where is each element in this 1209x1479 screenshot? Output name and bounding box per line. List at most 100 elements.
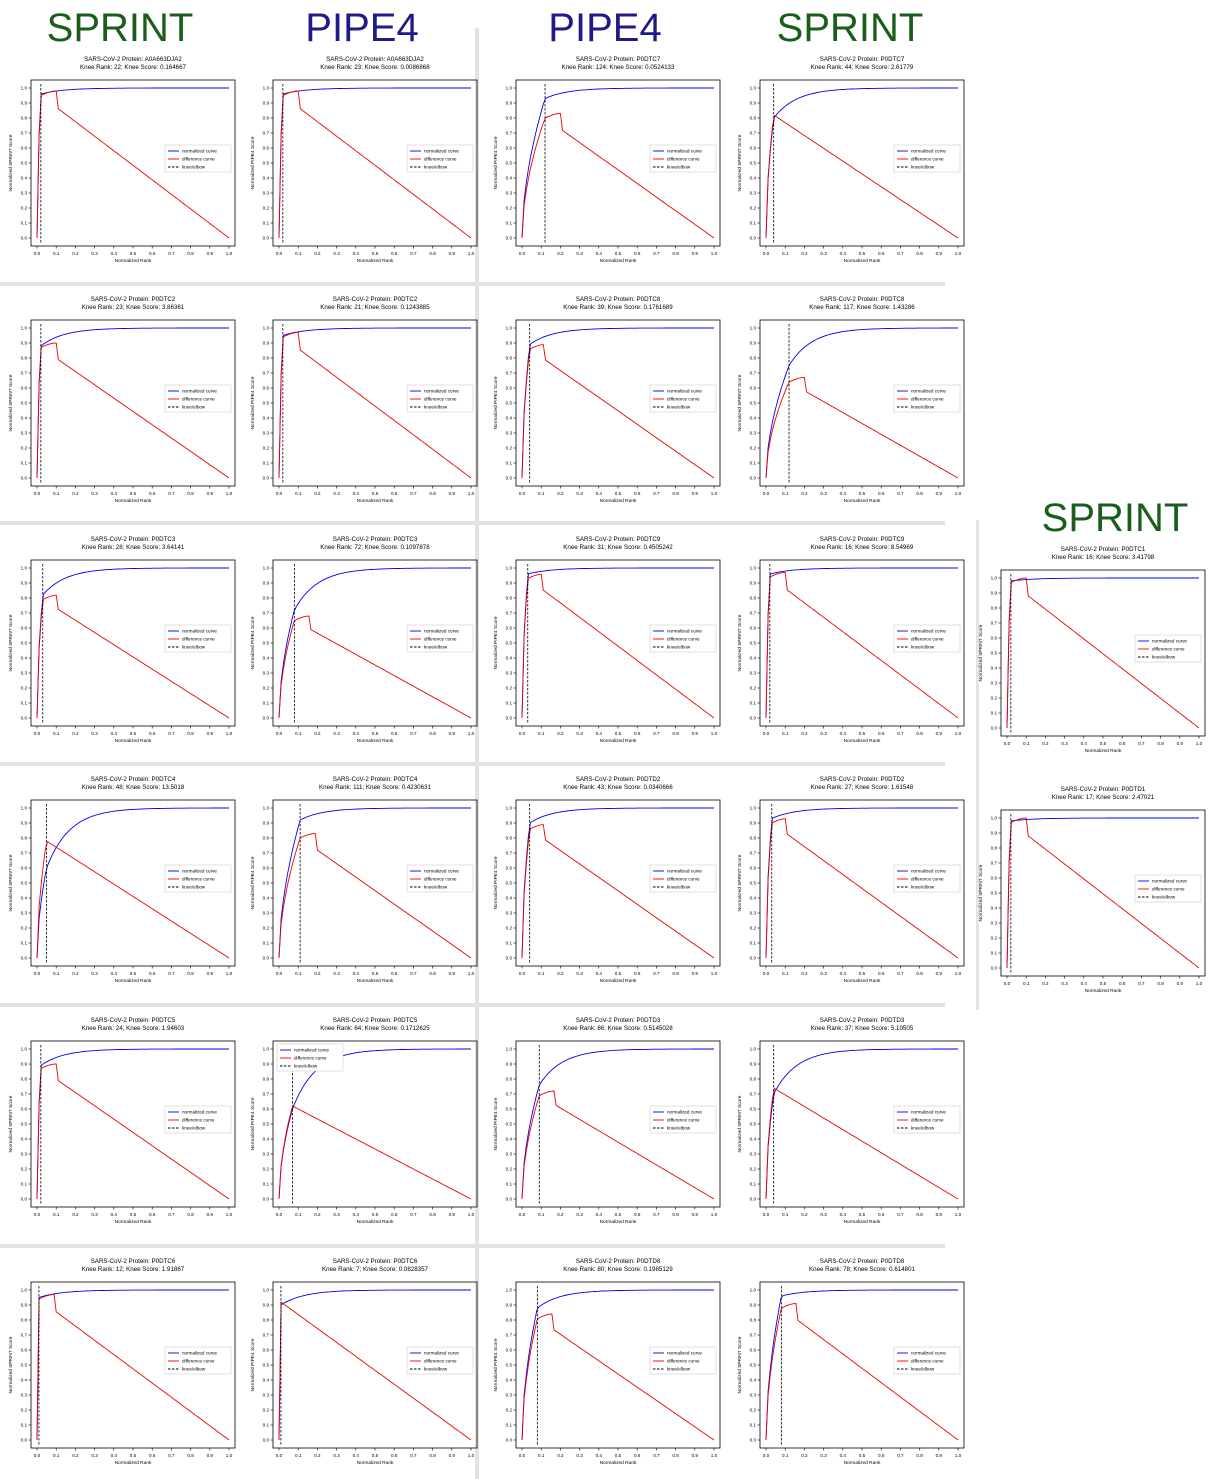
x-tick-label: 0.4 — [840, 971, 847, 976]
legend-label: normalized curve — [182, 389, 217, 394]
x-tick-label: 0.4 — [1081, 981, 1088, 986]
y-tick-label: 0.0 — [750, 476, 757, 481]
x-tick-label: 0.5 — [130, 731, 137, 736]
y-tick-label: 0.9 — [506, 1062, 513, 1067]
y-tick-label: 0.7 — [263, 1333, 270, 1338]
y-tick-label: 0.2 — [21, 926, 28, 931]
y-tick-label: 0.9 — [21, 341, 28, 346]
x-tick-label: 0.3 — [333, 1212, 340, 1217]
y-tick-label: 1.0 — [21, 1047, 28, 1052]
y-tick-label: 0.5 — [506, 641, 513, 646]
x-tick-label: 0.5 — [615, 1212, 622, 1217]
x-axis-label: Normalized Rank — [600, 738, 637, 744]
x-tick-label: 0.9 — [449, 1453, 456, 1458]
difference-curve-line — [1006, 817, 1200, 969]
y-tick-label: 0.3 — [263, 671, 270, 676]
x-tick-label: 0.1 — [53, 1212, 60, 1217]
y-tick-label: 0.9 — [21, 581, 28, 586]
x-axis-label: Normalized Rank — [1085, 988, 1122, 994]
x-tick-label: 0.0 — [519, 251, 526, 256]
x-axis-label: Normalized Rank — [1085, 748, 1122, 754]
x-tick-label: 0.7 — [168, 1453, 175, 1458]
x-tick-label: 0.6 — [878, 1453, 885, 1458]
x-tick-label: 0.3 — [1061, 741, 1068, 746]
x-tick-label: 0.4 — [596, 731, 603, 736]
y-tick-label: 0.4 — [506, 416, 513, 421]
y-tick-label: 0.1 — [21, 941, 28, 946]
normalized-curve-line — [278, 567, 471, 719]
x-tick-label: 0.4 — [596, 1453, 603, 1458]
y-tick-label: 0.6 — [750, 386, 757, 391]
y-tick-label: 0.5 — [21, 1363, 28, 1368]
x-tick-label: 0.0 — [763, 731, 770, 736]
normalized-curve-line — [36, 1289, 229, 1441]
x-tick-label: 0.5 — [615, 971, 622, 976]
x-tick-label: 0.7 — [653, 1453, 660, 1458]
y-tick-label: 0.5 — [506, 881, 513, 886]
y-tick-label: 0.4 — [263, 1378, 270, 1383]
x-tick-label: 1.0 — [711, 491, 718, 496]
y-tick-label: 0.9 — [263, 1062, 270, 1067]
x-tick-label: 0.6 — [878, 1212, 885, 1217]
y-tick-label: 0.2 — [21, 1408, 28, 1413]
x-axis-label: Normalized Rank — [357, 1219, 394, 1225]
legend-label: difference curve — [424, 877, 457, 882]
y-tick-label: 0.3 — [506, 911, 513, 916]
difference-curve-line — [36, 594, 230, 719]
x-tick-label: 1.0 — [468, 251, 475, 256]
y-tick-label: 0.9 — [750, 1062, 757, 1067]
y-tick-label: 0.5 — [263, 401, 270, 406]
y-tick-label: 0.6 — [21, 1348, 28, 1353]
x-tick-label: 0.8 — [672, 1453, 679, 1458]
chart-title: SARS-CoV-2 Protein: P0DTC5 — [91, 1017, 176, 1024]
y-tick-label: 0.7 — [506, 611, 513, 616]
x-tick-label: 0.7 — [1138, 741, 1145, 746]
x-axis-label: Normalized Rank — [357, 978, 394, 984]
x-tick-label: 0.8 — [187, 731, 194, 736]
legend-label: difference curve — [182, 1118, 215, 1123]
x-axis-label: Normalized Rank — [115, 978, 152, 984]
x-tick-label: 0.8 — [916, 1453, 923, 1458]
x-tick-label: 0.3 — [333, 491, 340, 496]
legend-label: knee/elbow — [667, 1367, 691, 1372]
x-tick-label: 0.1 — [295, 251, 302, 256]
y-tick-label: 0.6 — [263, 626, 270, 631]
y-tick-label: 0.4 — [263, 896, 270, 901]
x-tick-label: 0.2 — [801, 491, 808, 496]
x-tick-label: 0.4 — [596, 971, 603, 976]
x-tick-label: 0.8 — [429, 1212, 436, 1217]
y-tick-label: 0.5 — [21, 881, 28, 886]
y-tick-label: 0.6 — [991, 876, 998, 881]
x-tick-label: 0.7 — [168, 971, 175, 976]
x-axis-label: Normalized Rank — [357, 1460, 394, 1466]
y-tick-label: 0.8 — [263, 596, 270, 601]
x-tick-label: 0.1 — [782, 491, 789, 496]
y-tick-label: 0.0 — [21, 1438, 28, 1443]
y-tick-label: 0.6 — [263, 146, 270, 151]
y-tick-label: 0.7 — [21, 851, 28, 856]
difference-curve-line — [521, 824, 715, 959]
y-tick-label: 0.0 — [506, 476, 513, 481]
y-tick-label: 0.8 — [21, 596, 28, 601]
x-tick-label: 0.7 — [410, 731, 417, 736]
normalized-curve-line — [36, 807, 229, 959]
x-tick-label: 0.7 — [897, 1212, 904, 1217]
y-tick-label: 0.1 — [991, 951, 998, 956]
y-tick-label: 0.6 — [21, 866, 28, 871]
y-tick-label: 0.5 — [750, 1122, 757, 1127]
y-tick-label: 0.0 — [750, 716, 757, 721]
y-tick-label: 0.2 — [506, 206, 513, 211]
y-tick-label: 1.0 — [506, 566, 513, 571]
legend-label: knee/elbow — [424, 645, 448, 650]
x-tick-label: 0.3 — [576, 251, 583, 256]
x-tick-label: 0.7 — [653, 731, 660, 736]
legend-label: normalized curve — [667, 1351, 702, 1356]
y-tick-label: 0.4 — [506, 176, 513, 181]
x-tick-label: 0.0 — [519, 1453, 526, 1458]
y-axis-label: Normalized PIPE4 Score — [250, 616, 256, 669]
y-tick-label: 1.0 — [263, 1047, 270, 1052]
x-tick-label: 0.3 — [91, 491, 98, 496]
